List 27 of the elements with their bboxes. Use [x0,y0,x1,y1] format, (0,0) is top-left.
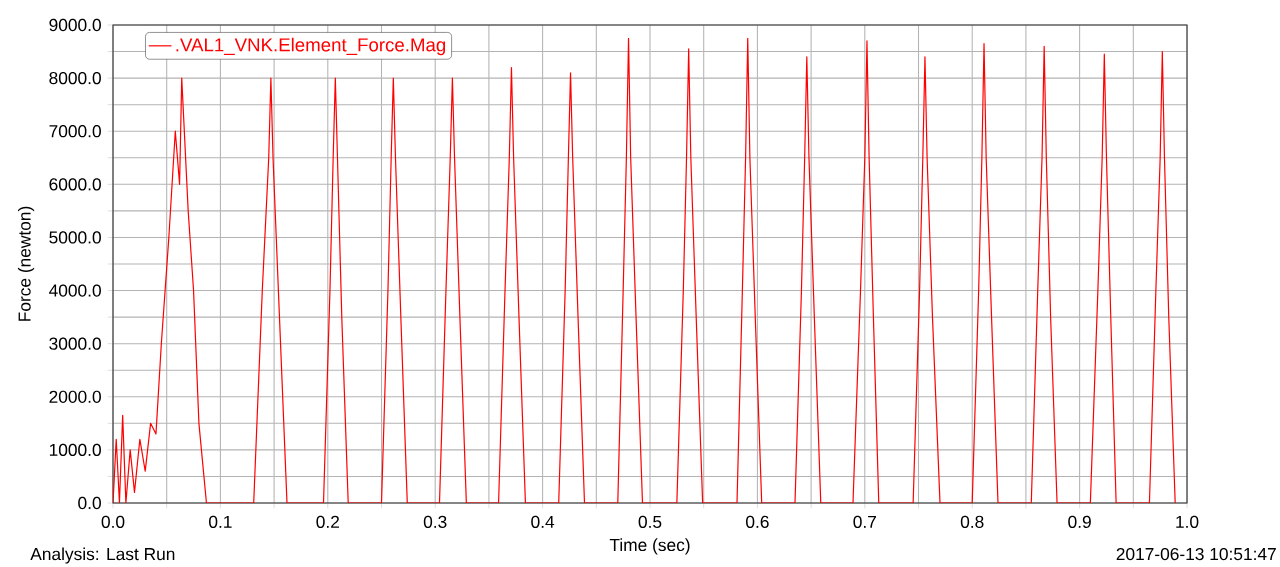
y-axis-title: Force (newton) [17,206,35,321]
y-tick-label: 6000.0 [49,178,101,191]
y-tick-label: 2000.0 [49,390,101,403]
y-tick-label: 0.0 [78,496,101,510]
y-tick-label: 5000.0 [49,231,101,244]
x-tick-label: 0.0 [101,515,125,528]
x-tick-label: 1.0 [1176,515,1199,528]
line-series [113,37,1176,503]
text: 2017-06-13 10:51:47 [1116,547,1276,561]
y-tick-label: 7000.0 [49,125,101,138]
legend-label: .VAL1_VNK.Element_Force.Mag [176,37,446,56]
x-tick-label: 0.1 [209,515,232,528]
text: Analysis: Last Run [30,547,175,564]
x-tick-label: 0.5 [638,515,662,528]
x-tick-label: 0.3 [423,515,447,528]
y-tick-label: 9000.0 [49,18,101,32]
y-tick-label: 8000.0 [49,71,101,85]
x-tick-label: 0.8 [960,515,984,528]
x-tick-label: 0.2 [316,515,339,528]
y-tick-label: 3000.0 [49,337,101,350]
x-tick-label: 0.7 [853,515,876,528]
y-tick-label: 4000.0 [49,284,101,297]
y-tick-label: 1000.0 [49,443,101,457]
x-tick-label: 0.9 [1068,515,1091,528]
x-tick-label: 0.4 [531,515,555,528]
x-axis-title: Time (sec) [609,538,690,555]
x-tick-label: 0.6 [746,515,769,528]
